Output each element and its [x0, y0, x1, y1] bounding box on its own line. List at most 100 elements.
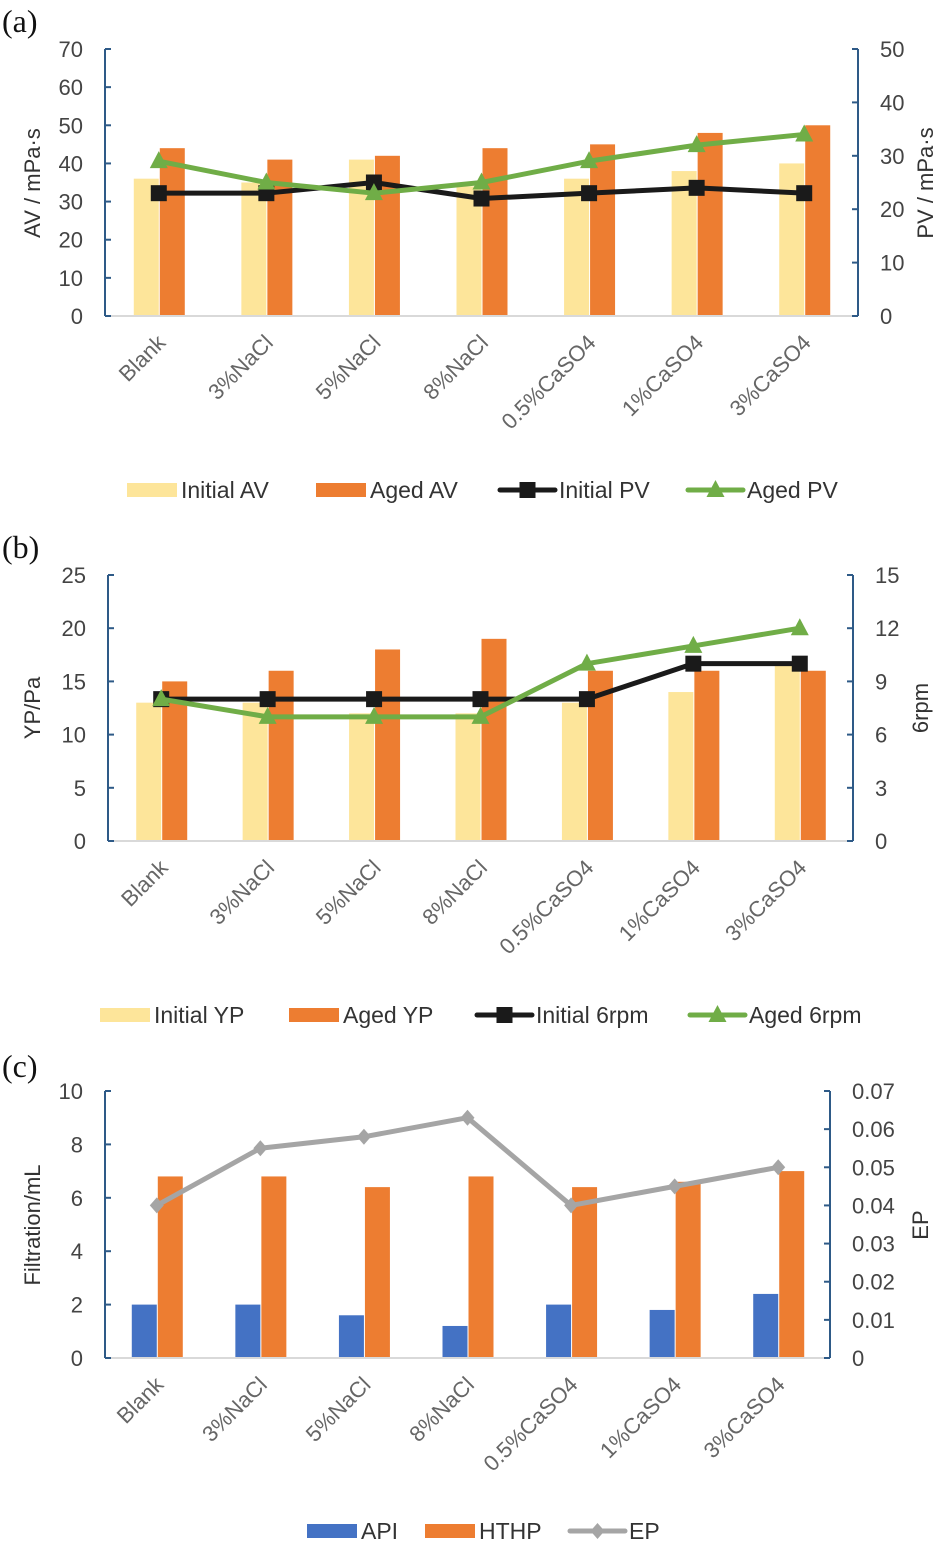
y2-tick-label: 40 [880, 90, 904, 115]
marker-ep [253, 1140, 268, 1157]
y2-tick-label: 0.02 [852, 1270, 895, 1295]
legend-item: Initial YP [100, 1002, 244, 1028]
x-tick-label: 8%NaCl [417, 855, 492, 930]
y-tick-label: 5 [74, 776, 86, 801]
y2-tick-label: 6 [875, 723, 887, 748]
y-axis-title: AV / mPa·s [20, 128, 45, 238]
marker-aged-6rpm [258, 706, 277, 724]
y2-tick-label: 10 [880, 251, 904, 276]
bar-initial-yp [774, 665, 800, 841]
marker-initial-6rpm [685, 655, 702, 672]
y-tick-label: 8 [71, 1132, 83, 1157]
y2-tick-label: 0.01 [852, 1308, 895, 1333]
marker-initial-6rpm [578, 691, 595, 708]
marker-aged-pv [364, 183, 383, 201]
bar-aged-av [805, 125, 831, 317]
legend-swatch [425, 1524, 475, 1538]
panel-label: (c) [2, 1048, 38, 1084]
marker-aged-6rpm [577, 653, 596, 671]
y2-tick-label: 20 [880, 197, 904, 222]
marker-initial-pv [796, 185, 813, 202]
y-tick-label: 20 [62, 616, 86, 641]
x-tick-label: 3%CaSO4 [720, 855, 811, 946]
bar-initial-yp [349, 713, 375, 841]
y2-tick-label: 50 [880, 37, 904, 62]
legend-marker [590, 1523, 605, 1539]
bar-api [649, 1309, 675, 1358]
bar-hthp [675, 1181, 701, 1358]
x-tick-label: Blank [114, 329, 171, 386]
bar-hthp [261, 1176, 287, 1358]
y-tick-label: 25 [62, 563, 86, 588]
panel-label: (b) [2, 529, 39, 565]
legend-item: Aged 6rpm [687, 1002, 862, 1028]
y2-axis-title: PV / mPa·s [913, 127, 938, 238]
marker-ep [149, 1197, 164, 1214]
x-tick-label: 5%NaCl [311, 330, 386, 405]
chart-panel-2: (c) 0 2 4 6 8 10 0 0.01 0.02 0.03 0.04 0.05 0.06 0.07 F… [2, 1048, 933, 1544]
bar-initial-yp [561, 702, 587, 841]
bar-initial-yp [668, 692, 694, 841]
y-axis-title: Filtration/mL [20, 1164, 45, 1285]
y2-axis-title: EP [908, 1210, 933, 1239]
legend-swatch [307, 1524, 357, 1538]
bar-initial-yp [455, 713, 481, 841]
legend-swatch [316, 483, 366, 497]
bar-initial-yp [242, 702, 268, 841]
x-tick-label: 1%CaSO4 [617, 330, 708, 421]
x-tick-label: 3%NaCl [203, 330, 278, 405]
bar-initial-av [133, 178, 159, 316]
legend-swatch [289, 1008, 339, 1022]
marker-aged-pv [149, 151, 168, 169]
x-tick-label: 3%CaSO4 [699, 1372, 790, 1463]
panel-label: (a) [2, 3, 38, 39]
marker-initial-pv [581, 185, 598, 202]
y-tick-label: 2 [71, 1293, 83, 1318]
legend-label: EP [629, 1518, 660, 1544]
legend-label: Initial 6rpm [536, 1002, 648, 1028]
bar-initial-av [456, 186, 482, 316]
legend-item: Initial AV [127, 477, 269, 503]
legend-label: Aged AV [370, 477, 458, 503]
bar-api [546, 1304, 572, 1358]
y2-tick-label: 3 [875, 776, 887, 801]
y-tick-label: 70 [59, 37, 83, 62]
legend-swatch [100, 1008, 150, 1022]
legend-label: Initial AV [181, 477, 269, 503]
legend-item: Aged PV [685, 477, 838, 503]
bar-aged-yp [800, 670, 826, 841]
y-tick-label: 15 [62, 669, 86, 694]
y-tick-label: 10 [59, 1079, 83, 1104]
x-tick-label: 8%NaCl [418, 330, 493, 405]
marker-initial-6rpm [791, 655, 808, 672]
x-tick-label: 5%NaCl [301, 1372, 376, 1447]
marker-aged-pv [257, 172, 276, 190]
legend-marker [708, 1005, 727, 1022]
y2-tick-label: 0.05 [852, 1155, 895, 1180]
legend-item: HTHP [425, 1518, 542, 1544]
marker-initial-pv [473, 190, 490, 207]
y-axis-title: YP/Pa [20, 676, 45, 739]
x-tick-label: 8%NaCl [404, 1372, 479, 1447]
bar-aged-yp [375, 649, 401, 841]
marker-ep [356, 1128, 371, 1145]
x-tick-label: 0.5%CaSO4 [494, 855, 598, 959]
marker-aged-pv [472, 172, 491, 190]
bar-initial-yp [136, 702, 162, 841]
x-tick-label: 3%CaSO4 [725, 330, 816, 421]
legend-label: API [361, 1518, 398, 1544]
y2-tick-label: 0.03 [852, 1232, 895, 1257]
legend-swatch [127, 483, 177, 497]
legend-item: API [307, 1518, 398, 1544]
bar-api [235, 1304, 261, 1358]
bar-aged-av [590, 144, 616, 316]
marker-initial-6rpm [366, 691, 383, 708]
legend-label: Aged YP [343, 1002, 433, 1028]
y2-tick-label: 0 [880, 304, 892, 329]
marker-initial-6rpm [472, 691, 489, 708]
legend-label: HTHP [479, 1518, 542, 1544]
marker-aged-6rpm [684, 635, 703, 653]
bar-aged-yp [481, 638, 507, 841]
bar-aged-av [159, 148, 185, 316]
